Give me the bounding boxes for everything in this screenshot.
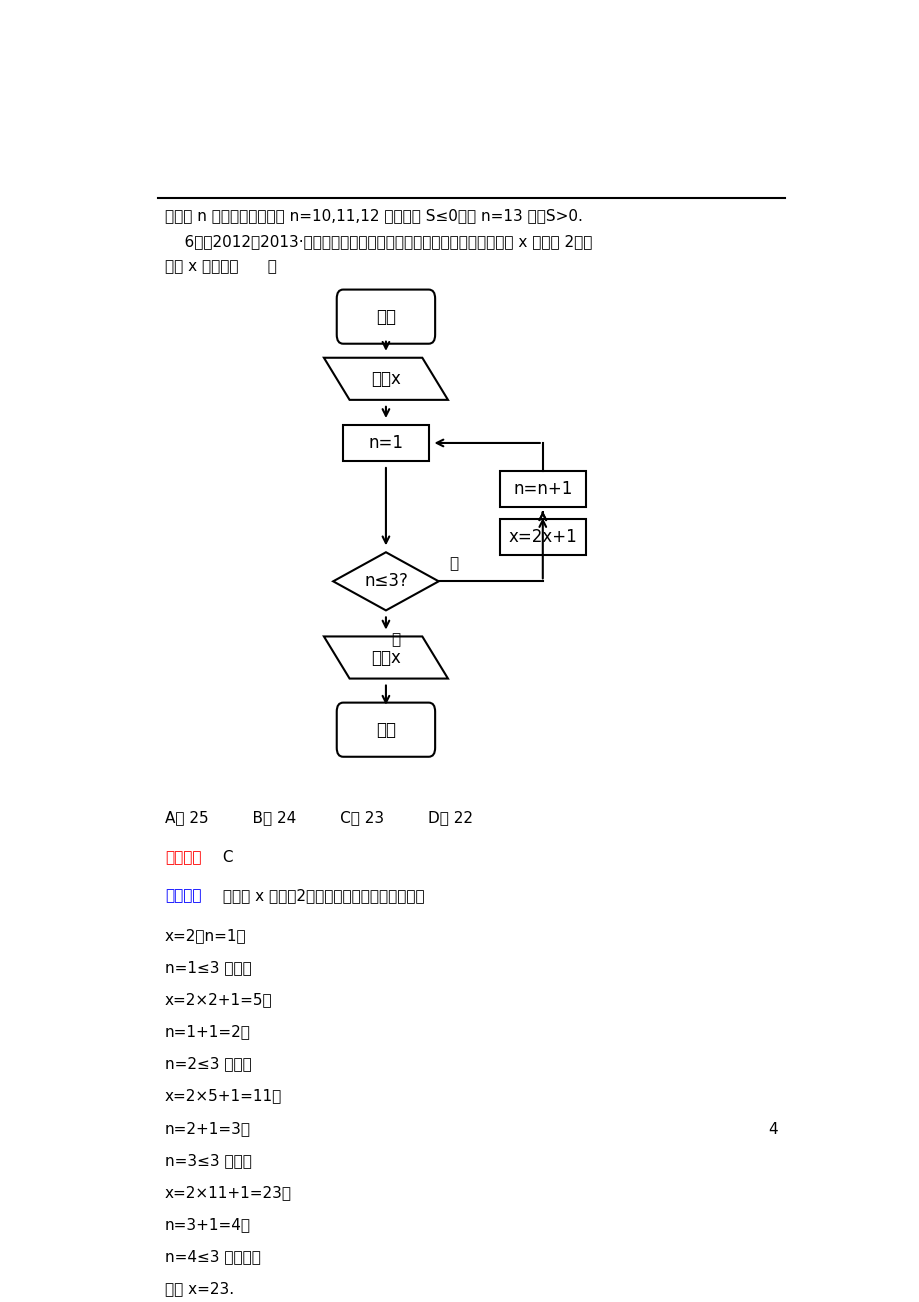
Text: 正整数 n 的值，可以验证当 n=10,11,12 时，均有 S≤0，当 n=13 时，S>0.: 正整数 n 的值，可以验证当 n=10,11,12 时，均有 S≤0，当 n=1… (165, 208, 582, 224)
Text: A． 25         B． 24         C． 23         D． 22: A． 25 B． 24 C． 23 D． 22 (165, 810, 472, 825)
Text: x=2×11+1=23，: x=2×11+1=23， (165, 1185, 291, 1200)
Text: ［解析］: ［解析］ (165, 888, 201, 904)
Text: 若输入 x 的值为2，该程序框图的运行过程是：: 若输入 x 的值为2，该程序框图的运行过程是： (218, 888, 425, 904)
Text: n≤3?: n≤3? (364, 573, 407, 590)
Text: 4: 4 (767, 1122, 777, 1137)
Text: x=2x+1: x=2x+1 (508, 529, 576, 547)
Text: 输出x: 输出x (370, 648, 401, 667)
Polygon shape (323, 358, 448, 400)
Text: n=1: n=1 (368, 434, 403, 452)
Text: C: C (218, 850, 233, 865)
Bar (343, 424, 428, 461)
Bar (500, 471, 585, 508)
Text: 开始: 开始 (376, 307, 395, 326)
Text: 输入x: 输入x (370, 370, 401, 388)
Text: x=2×5+1=11，: x=2×5+1=11， (165, 1088, 282, 1104)
Text: n=1+1=2；: n=1+1=2； (165, 1025, 251, 1039)
Text: n=2+1=3；: n=2+1=3； (165, 1121, 251, 1135)
Text: n=n+1: n=n+1 (513, 480, 572, 499)
Text: n=2≤3 成立，: n=2≤3 成立， (165, 1056, 252, 1072)
Text: 输出 x 的值为（      ）: 输出 x 的值为（ ） (165, 259, 277, 275)
Polygon shape (333, 552, 438, 611)
FancyBboxPatch shape (336, 289, 435, 344)
FancyBboxPatch shape (336, 703, 435, 756)
Text: x=2×2+1=5，: x=2×2+1=5， (165, 992, 272, 1008)
Text: x=2，n=1，: x=2，n=1， (165, 928, 246, 943)
Text: 否: 否 (391, 633, 401, 647)
Text: 是: 是 (448, 556, 458, 572)
Text: n=3+1=4；: n=3+1=4； (165, 1217, 251, 1232)
Text: 输出 x=23.: 输出 x=23. (165, 1281, 233, 1295)
Text: n=3≤3 成立，: n=3≤3 成立， (165, 1152, 252, 1168)
Text: n=4≤3 不成立，: n=4≤3 不成立， (165, 1249, 260, 1264)
Text: ［答案］: ［答案］ (165, 850, 201, 865)
Bar (500, 519, 585, 555)
Text: 结束: 结束 (376, 721, 395, 738)
Text: n=1≤3 成立，: n=1≤3 成立， (165, 961, 252, 975)
Polygon shape (323, 637, 448, 678)
Text: 6．（2012～2013·北京海淀一模）执行如下图所示的程序框图，若输入 x 的值为 2，则: 6．（2012～2013·北京海淀一模）执行如下图所示的程序框图，若输入 x 的… (165, 234, 592, 250)
